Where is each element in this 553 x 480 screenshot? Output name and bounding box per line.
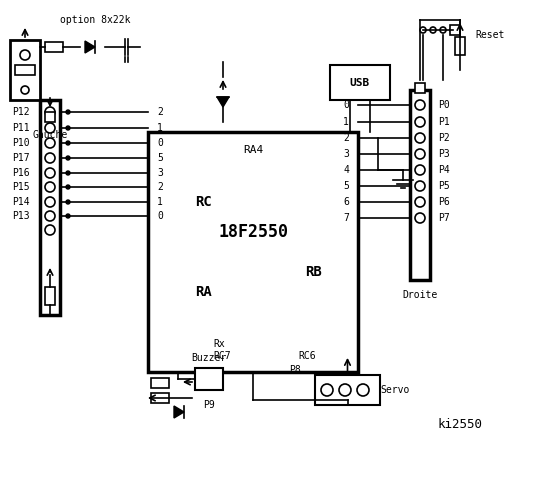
Bar (195, 368, 223, 390)
Bar (40, 100, 60, 315)
Polygon shape (85, 41, 95, 53)
Polygon shape (217, 97, 229, 107)
Bar (151, 393, 169, 403)
Text: P5: P5 (438, 181, 450, 191)
Circle shape (66, 200, 70, 204)
Text: 4: 4 (343, 165, 349, 175)
Text: P16: P16 (12, 168, 30, 178)
Text: 3: 3 (343, 149, 349, 159)
Text: P14: P14 (12, 197, 30, 207)
Text: P10: P10 (12, 138, 30, 148)
Bar (330, 65, 390, 100)
Text: P4: P4 (438, 165, 450, 175)
Text: RC6: RC6 (298, 351, 316, 361)
Bar (45, 112, 55, 122)
Text: RA4: RA4 (243, 145, 263, 155)
Text: RC: RC (195, 195, 211, 209)
Text: P17: P17 (12, 153, 30, 163)
Text: 0: 0 (157, 211, 163, 221)
Text: 7: 7 (343, 213, 349, 223)
Text: 18F2550: 18F2550 (218, 223, 288, 241)
Bar (10, 40, 40, 100)
Text: P1: P1 (438, 117, 450, 127)
Text: 5: 5 (157, 153, 163, 163)
Bar (45, 287, 55, 305)
Bar (315, 375, 380, 405)
Text: P0: P0 (438, 100, 450, 110)
Text: Reset: Reset (475, 30, 504, 40)
Circle shape (66, 141, 70, 145)
Text: 2: 2 (343, 133, 349, 143)
Text: Servo: Servo (380, 385, 410, 395)
Text: P12: P12 (12, 107, 30, 117)
Bar (148, 132, 358, 372)
Circle shape (66, 156, 70, 160)
Text: Droite: Droite (403, 290, 437, 300)
Text: RC7: RC7 (213, 351, 231, 361)
Text: USB: USB (350, 77, 370, 87)
Text: RA: RA (195, 285, 211, 299)
Bar (450, 25, 460, 35)
Text: P7: P7 (438, 213, 450, 223)
Text: 1: 1 (343, 117, 349, 127)
Text: P2: P2 (438, 133, 450, 143)
Polygon shape (174, 406, 184, 418)
Bar (15, 65, 35, 75)
Text: P3: P3 (438, 149, 450, 159)
Text: ki2550: ki2550 (437, 419, 483, 432)
Circle shape (66, 214, 70, 218)
Circle shape (66, 171, 70, 175)
Text: 5: 5 (343, 181, 349, 191)
Bar (151, 378, 169, 388)
Text: 1: 1 (157, 197, 163, 207)
Text: 3: 3 (157, 168, 163, 178)
Text: P15: P15 (12, 182, 30, 192)
Text: P11: P11 (12, 123, 30, 133)
Bar (455, 37, 465, 55)
Text: P6: P6 (438, 197, 450, 207)
Bar (410, 90, 430, 280)
Text: 1: 1 (157, 123, 163, 133)
Text: 0: 0 (157, 138, 163, 148)
Text: 2: 2 (157, 107, 163, 117)
Text: 6: 6 (343, 197, 349, 207)
Bar (45, 42, 63, 52)
Text: 2: 2 (157, 182, 163, 192)
Text: RB: RB (305, 265, 321, 279)
Text: P9: P9 (203, 400, 215, 410)
Bar (415, 83, 425, 93)
Text: 0: 0 (343, 100, 349, 110)
Circle shape (66, 110, 70, 114)
Text: option 8x22k: option 8x22k (60, 15, 131, 25)
Text: Rx: Rx (213, 339, 225, 349)
Circle shape (66, 126, 70, 130)
Text: Buzzer: Buzzer (191, 353, 227, 363)
Text: P13: P13 (12, 211, 30, 221)
Text: Gauche: Gauche (33, 130, 67, 140)
Circle shape (66, 185, 70, 189)
Text: P8: P8 (289, 365, 301, 375)
